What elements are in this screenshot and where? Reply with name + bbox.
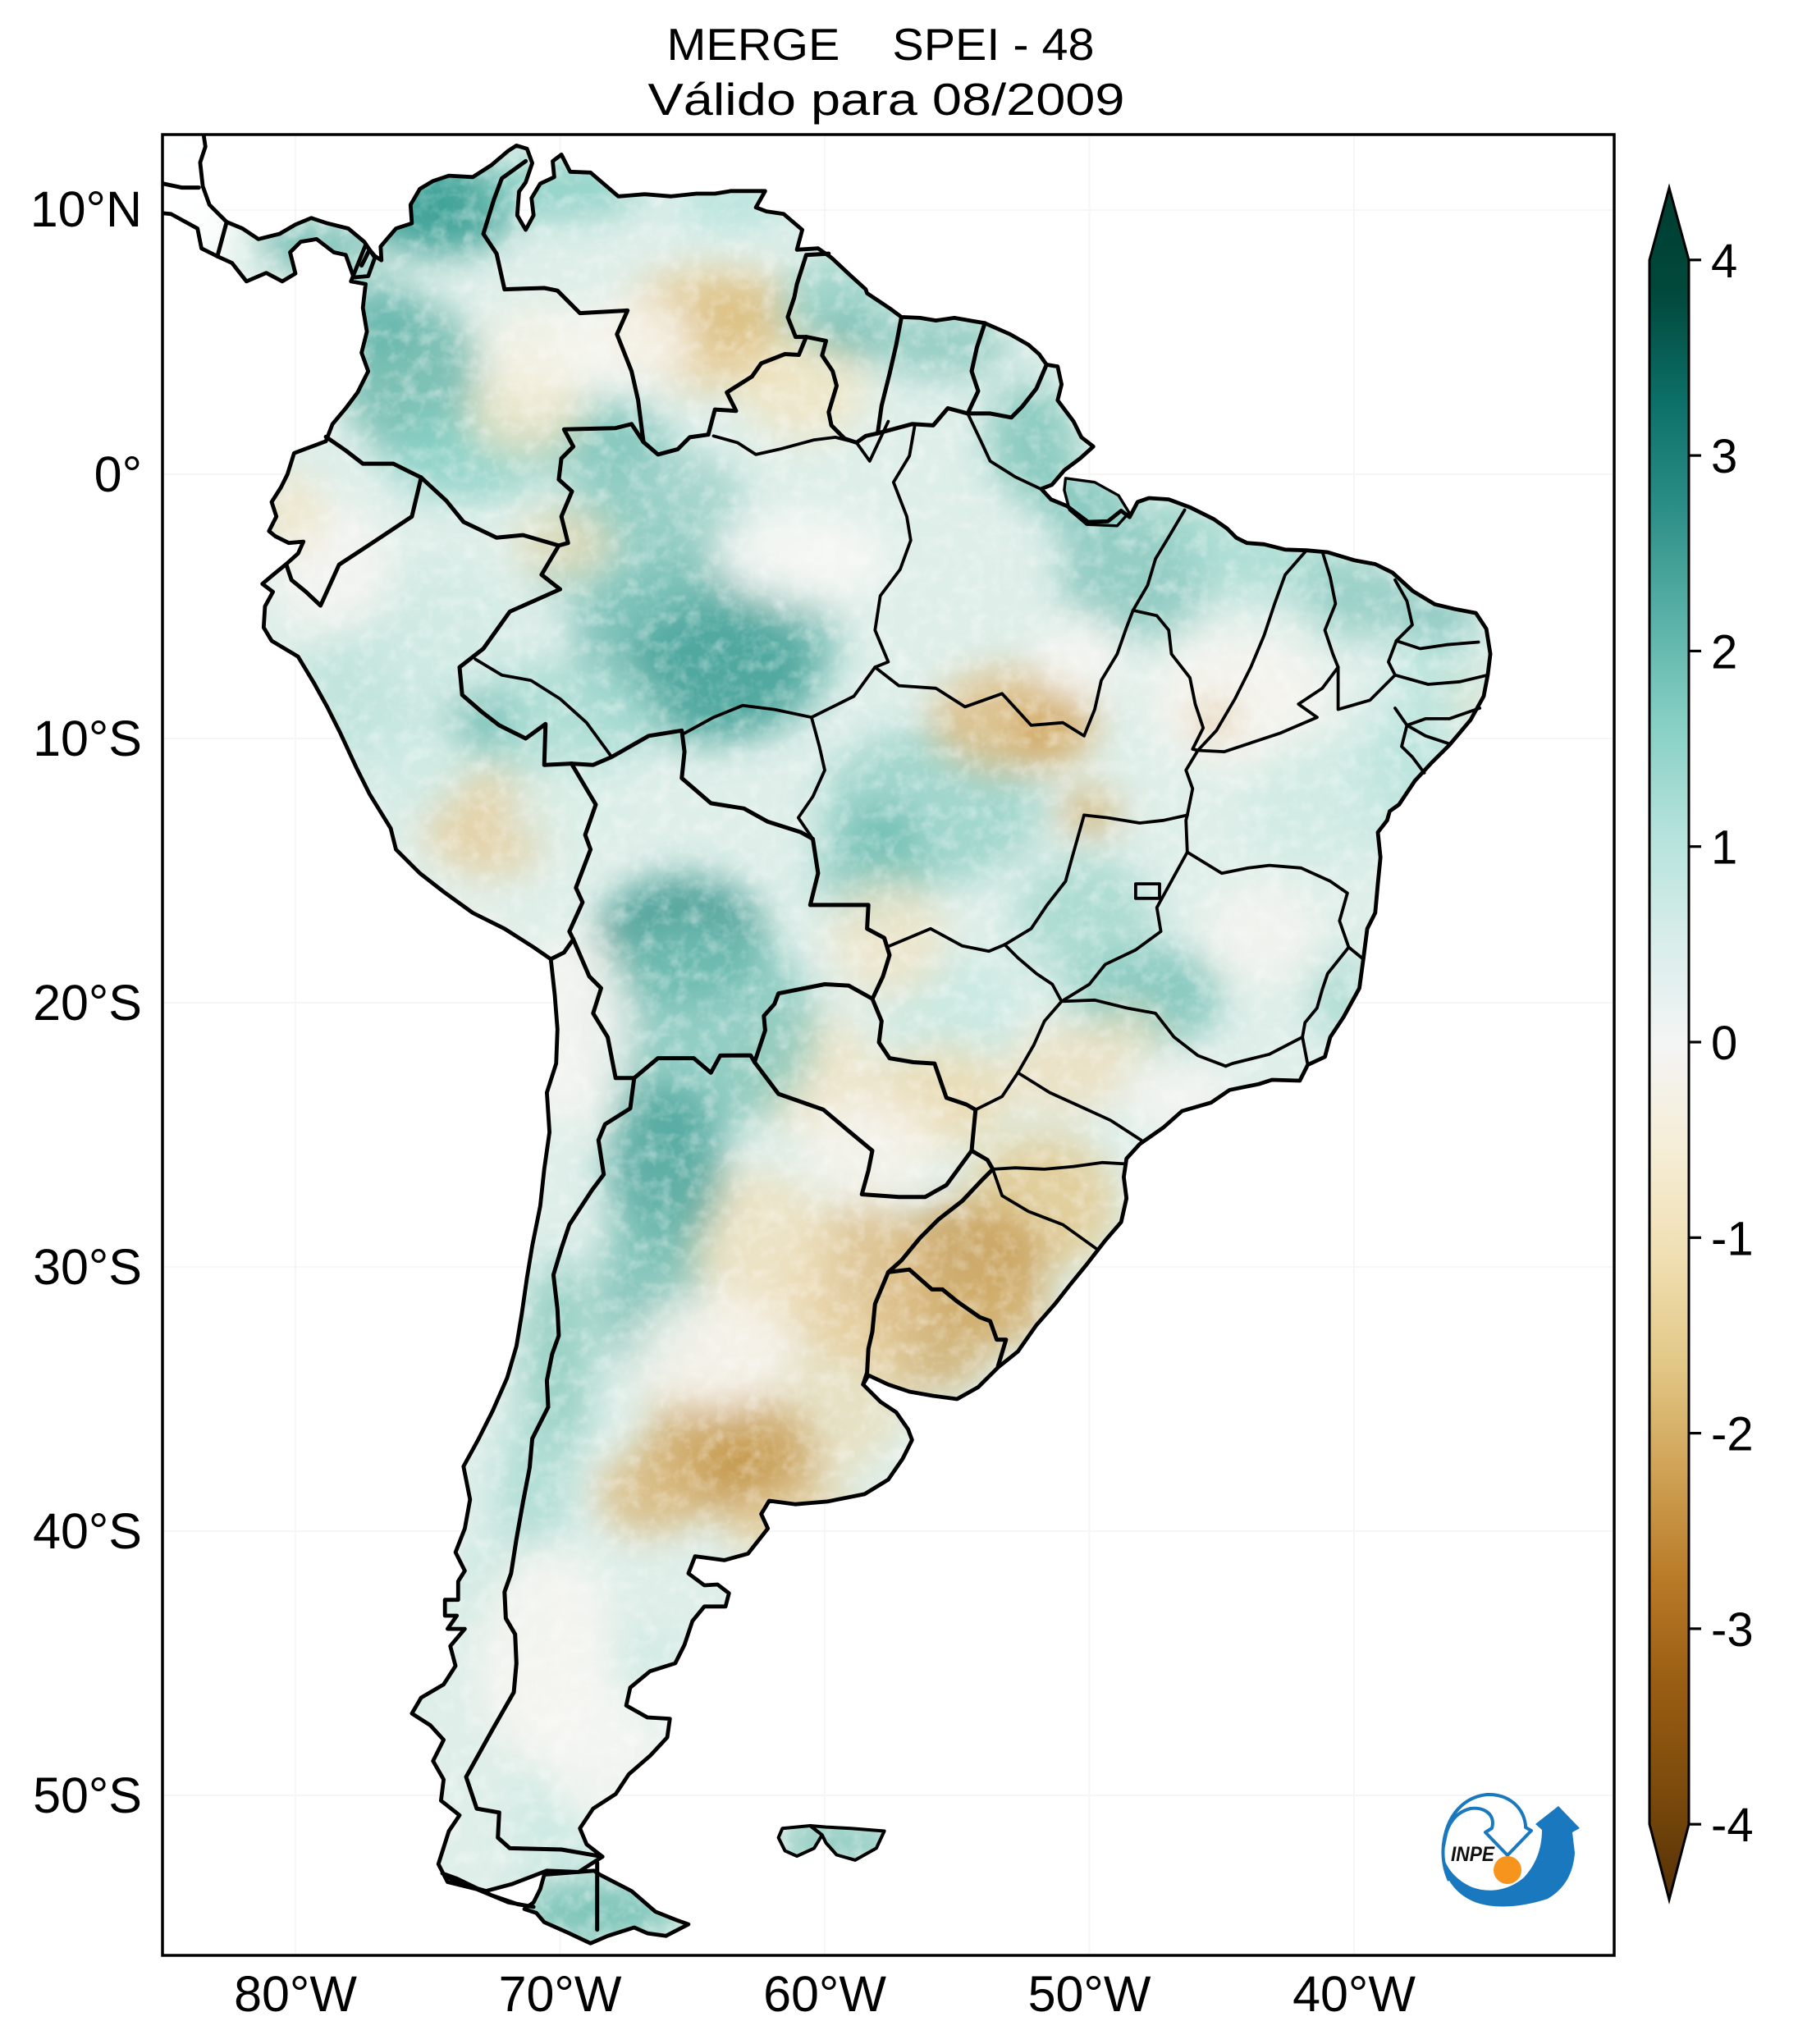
svg-text:0: 0: [1711, 1017, 1737, 1070]
svg-text:40°S: 40°S: [33, 1503, 142, 1559]
svg-text:1: 1: [1711, 821, 1737, 875]
svg-text:50°W: 50°W: [1028, 1966, 1151, 2022]
svg-text:60°W: 60°W: [763, 1966, 886, 2022]
svg-text:-3: -3: [1711, 1603, 1754, 1657]
svg-text:-4: -4: [1711, 1799, 1754, 1852]
svg-text:40°W: 40°W: [1292, 1966, 1416, 2022]
svg-text:80°W: 80°W: [234, 1966, 357, 2022]
svg-text:0°: 0°: [94, 446, 142, 502]
svg-text:70°W: 70°W: [499, 1966, 622, 2022]
svg-text:10°N: 10°N: [30, 181, 142, 237]
svg-text:MERGE SPEI - 48: MERGE SPEI - 48: [667, 19, 1095, 70]
svg-text:50°S: 50°S: [33, 1767, 142, 1823]
svg-text:20°S: 20°S: [33, 975, 142, 1031]
svg-text:2: 2: [1711, 625, 1737, 679]
svg-text:4: 4: [1711, 235, 1737, 288]
svg-text:30°S: 30°S: [33, 1239, 142, 1295]
svg-text:3: 3: [1711, 430, 1737, 483]
svg-text:Válido para 08/2009: Válido para 08/2009: [648, 74, 1125, 125]
svg-text:INPE: INPE: [1451, 1843, 1495, 1866]
svg-text:10°S: 10°S: [33, 711, 142, 766]
svg-text:-2: -2: [1711, 1408, 1754, 1461]
svg-text:-1: -1: [1711, 1212, 1754, 1265]
